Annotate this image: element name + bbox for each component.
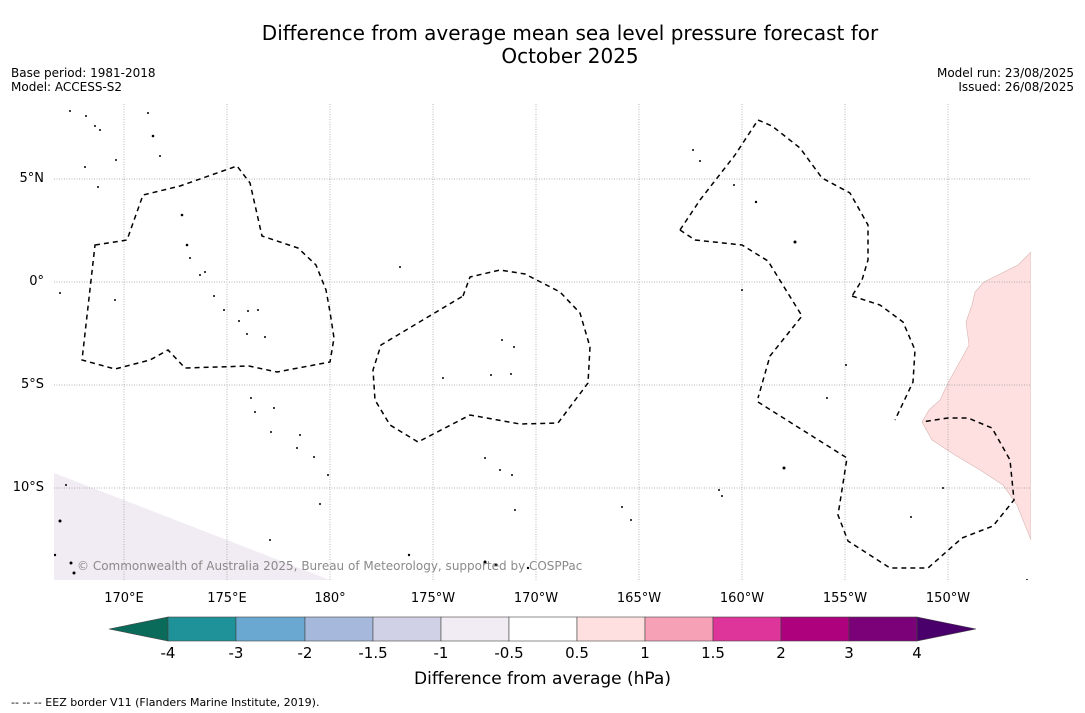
eez-border-central [372,269,591,443]
title-line-2: October 2025 [501,44,639,68]
colorbar-tick-label: 1.5 [701,644,725,662]
lon-label: 175°W [410,591,456,606]
colorbar-tick-label: -1.5 [358,644,388,662]
issued-date: Issued: 26/08/2025 [958,80,1074,94]
colorbar-bin [235,616,306,642]
lon-label: 150°W [925,591,971,606]
lon-label: 155°W [822,591,868,606]
lat-label: 5°S [20,377,44,392]
colorbar-bin [372,616,442,642]
model-run: Model run: 23/08/2025 [936,66,1074,80]
eez-border-north [679,229,803,399]
positive-anomaly-region [921,251,1031,541]
colorbar-tick-label: -0.5 [494,644,524,662]
footnote: -- -- -- EEZ border V11 (Flanders Marine… [11,696,320,709]
map-area [54,104,1031,580]
lon-label: 170°E [104,591,144,606]
colorbar-tick-label: -1 [433,644,449,662]
lat-label: 5°N [19,171,45,186]
meta-right: Model run: 23/08/2025 Issued: 26/08/2025 [937,66,1074,94]
colorbar-bin [848,616,918,642]
colorbar-bin [508,616,578,642]
eez-border-south [757,401,1015,569]
base-period: Base period: 1981-2018 [11,66,156,80]
eez-border-north-east [679,119,869,297]
colorbar-bin [644,616,714,642]
colorbar-bin [167,616,237,642]
colorbar-tick-label: 1 [640,644,650,662]
lon-label: 175°E [207,591,247,606]
eez-border-west [81,165,335,373]
colorbar-extend-high [916,616,977,642]
colorbar-tick-label: -4 [160,644,176,662]
negative-anomaly-region [54,473,330,580]
colorbar-tick-label: -2 [297,644,313,662]
colorbar-tick-label: 2 [776,644,786,662]
colorbar-title: Difference from average (hPa) [414,669,671,689]
meta-left: Base period: 1981-2018 Model: ACCESS-S2 [11,66,156,94]
colorbar-bin [712,616,782,642]
colorbar-tick-label: -3 [228,644,244,662]
colorbar-bin [780,616,850,642]
eez-border-east [851,295,916,421]
colorbar-bin [440,616,510,642]
lat-label: 0° [29,274,44,289]
colorbar-bin [576,616,646,642]
colorbar-tick-label: 4 [912,644,922,662]
gridlines [54,104,1031,580]
model-name: Model: ACCESS-S2 [11,80,123,94]
chart-title: Difference from average mean sea level p… [0,22,1085,68]
colorbar-extend-low [108,616,169,642]
lon-label: 160°W [719,591,765,606]
copyright-notice: © Commonwealth of Australia 2025, Bureau… [77,559,583,573]
lat-label: 10°S [12,480,44,495]
lon-label: 165°W [616,591,662,606]
title-line-1: Difference from average mean sea level p… [261,21,879,45]
islands [54,110,1028,580]
lon-label: 180° [314,591,346,606]
colorbar-tick-label: 0.5 [565,644,589,662]
eez-borders [81,119,1015,569]
lon-label: 170°W [513,591,559,606]
colorbar-bin [304,616,374,642]
colorbar [108,616,977,642]
colorbar-tick-label: 3 [844,644,854,662]
